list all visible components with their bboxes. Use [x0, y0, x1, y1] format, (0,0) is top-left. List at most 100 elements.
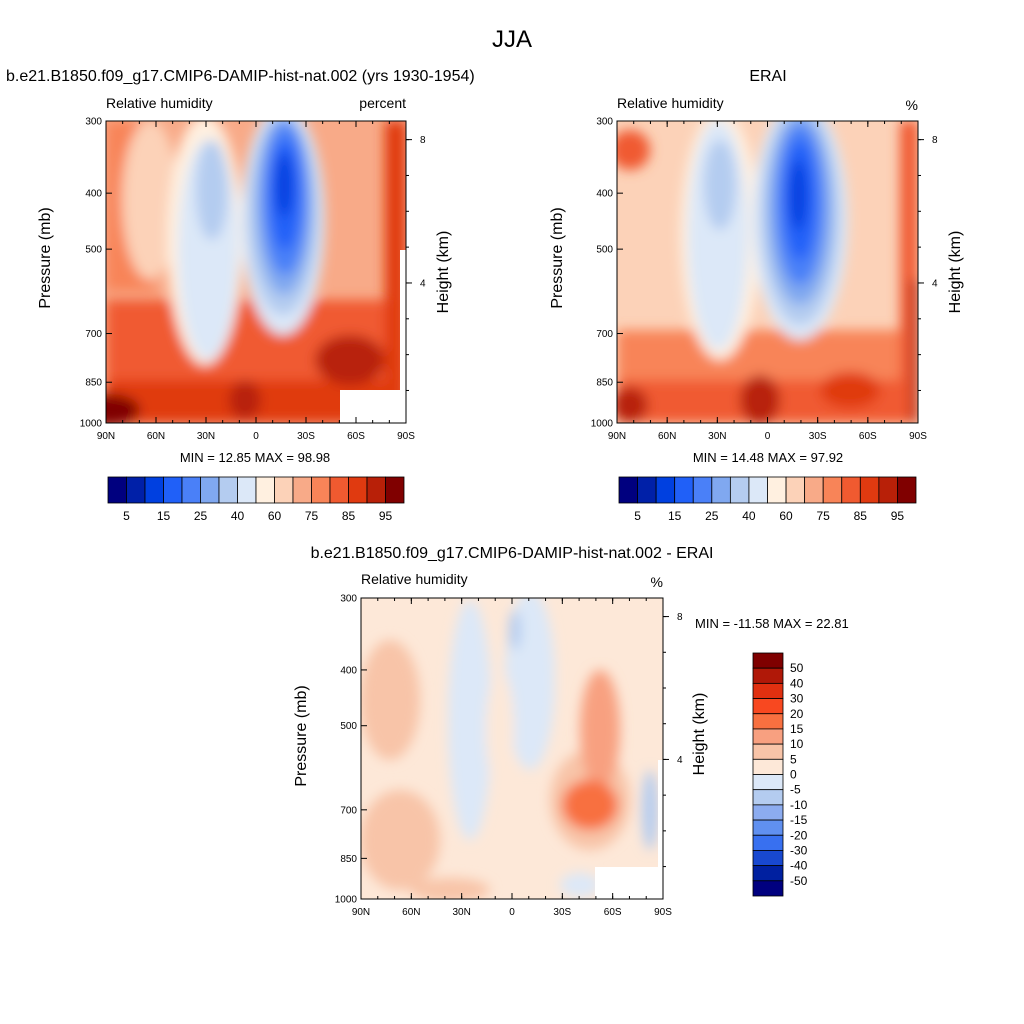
panel1-colorbar-swatch	[385, 476, 405, 504]
panel3-colorbar-swatch	[752, 713, 784, 730]
panel3-xtick-label: 30S	[553, 907, 571, 918]
panel2-colorbar-swatch	[897, 476, 917, 504]
panel3-colorbar-swatch	[752, 789, 784, 806]
panel3-xtick-label: 90N	[352, 907, 370, 918]
panel1-colorbar-swatch	[200, 476, 220, 504]
panel1-xtick-label: 60S	[347, 431, 365, 442]
panel1-colorbar-swatch	[366, 476, 386, 504]
panel2-contour-field	[617, 121, 918, 423]
panel3-ytick-label: 850	[340, 854, 357, 865]
panel3-colorbar-label: -20	[790, 828, 808, 842]
panel3-colorbar-label: -40	[790, 859, 808, 873]
panel1-colorbar-label: 85	[342, 509, 356, 523]
panel3-colorbar-swatch	[752, 667, 784, 684]
panel2-colorbar-label: 40	[742, 509, 756, 523]
panel3-colorbar-swatch	[752, 682, 784, 699]
panel2-colorbar-swatch	[878, 476, 898, 504]
panel2-colorbar-label: 25	[705, 509, 719, 523]
panel3-minmax: MIN = -11.58 MAX = 22.81	[695, 616, 849, 631]
panel1-xtick-label: 60N	[147, 431, 165, 442]
panel2-ytick-label: 850	[596, 378, 613, 389]
panel3-xtick-label: 90S	[654, 907, 672, 918]
page-title: JJA	[491, 26, 533, 53]
panel3-ytick-label: 1000	[335, 895, 358, 906]
panel1-colorbar-label: 60	[268, 509, 282, 523]
panel2-ytick-label: 700	[596, 329, 613, 340]
panel3-colorbar-label: -15	[790, 813, 808, 827]
panel3-colorbar-label: -5	[790, 783, 801, 797]
panel3-colorbar-swatch	[752, 819, 784, 836]
panel1-colorbar-label: 40	[231, 509, 245, 523]
panel1-ytick-label: 300	[85, 117, 102, 128]
panel2-xtick-label: 0	[765, 431, 771, 442]
panel1-units-label: percent	[359, 95, 406, 111]
panel2-xtick-label: 30N	[708, 431, 726, 442]
panel2-colorbar-swatch	[859, 476, 880, 504]
panel3-units-label: %	[650, 574, 663, 590]
panel1-colorbar-swatch	[107, 476, 127, 504]
panel1-ytick-label: 700	[85, 329, 102, 340]
panel2-title: ERAI	[749, 68, 787, 85]
panel1-ytick-label: 400	[85, 189, 102, 200]
panel3-ytick-right-label: 8	[677, 612, 683, 623]
panel2-ytick-label: 400	[596, 189, 613, 200]
panel2-colorbar-swatch	[711, 476, 731, 504]
panel2-colorbar-label: 15	[668, 509, 682, 523]
panel2-colorbar-swatch	[674, 476, 694, 504]
panel1-colorbar-label: 95	[379, 509, 393, 523]
panel1-colorbar-swatch	[274, 476, 294, 504]
panel1-title: b.e21.B1850.f09_g17.CMIP6-DAMIP-hist-nat…	[6, 68, 475, 85]
panel1-xtick-label: 0	[253, 431, 259, 442]
panel3-xtick-label: 60S	[604, 907, 622, 918]
panel3-xtick-label: 60N	[402, 907, 420, 918]
panel2-ytick-label: 1000	[591, 419, 614, 430]
panel2-colorbar-swatch	[804, 476, 824, 504]
panel2-colorbar-swatch	[692, 476, 713, 504]
panel3-colorbar-swatch	[752, 698, 784, 715]
panel2-colorbar-label: 5	[634, 509, 641, 523]
panel1-colorbar-swatch	[348, 476, 368, 504]
panel1-ytick-label: 1000	[80, 419, 103, 430]
panel2-variable-label: Relative humidity	[617, 95, 724, 111]
panel1-xtick-label: 90N	[97, 431, 115, 442]
panel2-colorbar-swatch	[767, 476, 787, 504]
panel3-colorbar-swatch	[752, 865, 784, 882]
panel2-xtick-label: 90S	[909, 431, 927, 442]
panel3-ytick-label: 300	[340, 594, 357, 605]
panel2-colorbar-swatch	[748, 476, 768, 504]
panel1-colorbar-swatch	[218, 476, 238, 504]
panel3-ytick-right-label: 4	[677, 755, 683, 766]
panel3-colorbar-label: -30	[790, 843, 808, 857]
panel2-xtick-label: 30S	[809, 431, 827, 442]
panel2-ytick-right-label: 4	[932, 278, 938, 289]
panel1-ytick-label: 850	[85, 378, 102, 389]
panel2-colorbar-swatch	[841, 476, 861, 504]
panel3-colorbar-swatch	[752, 804, 784, 821]
panel1-colorbar-label: 75	[305, 509, 319, 523]
panel3-ytick-label: 500	[340, 721, 357, 732]
panel3-colorbar-swatch	[752, 834, 784, 851]
panel2-ytick-label: 300	[596, 117, 613, 128]
panel2-colorbar-swatch	[655, 476, 676, 504]
panel2-xtick-label: 90N	[608, 431, 626, 442]
panel1-colorbar-label: 15	[157, 509, 171, 523]
panel3-colorbar-label: 50	[790, 661, 804, 675]
panel3-title: b.e21.B1850.f09_g17.CMIP6-DAMIP-hist-nat…	[310, 545, 714, 562]
panel1-colorbar-swatch	[126, 476, 146, 504]
panel1-colorbar-label: 25	[194, 509, 208, 523]
panel3-ytick-label: 700	[340, 805, 357, 816]
panel3-colorbar-label: 10	[790, 737, 804, 751]
panel3-colorbar-swatch	[752, 774, 784, 791]
panel1-contour-field	[106, 121, 406, 423]
panel3-colorbar-label: 30	[790, 692, 804, 706]
panel1-xtick-label: 90S	[397, 431, 415, 442]
panel3-colorbar-swatch	[752, 758, 784, 775]
panel1-ytick-right-label: 8	[420, 135, 426, 146]
panel1-colorbar-swatch	[144, 476, 164, 504]
panel1-xtick-label: 30S	[297, 431, 315, 442]
panel1-colorbar-swatch	[292, 476, 312, 504]
panel2-colorbar-swatch	[618, 476, 638, 504]
panel1-colorbar-label: 5	[123, 509, 130, 523]
panel3-xtick-label: 0	[509, 907, 515, 918]
